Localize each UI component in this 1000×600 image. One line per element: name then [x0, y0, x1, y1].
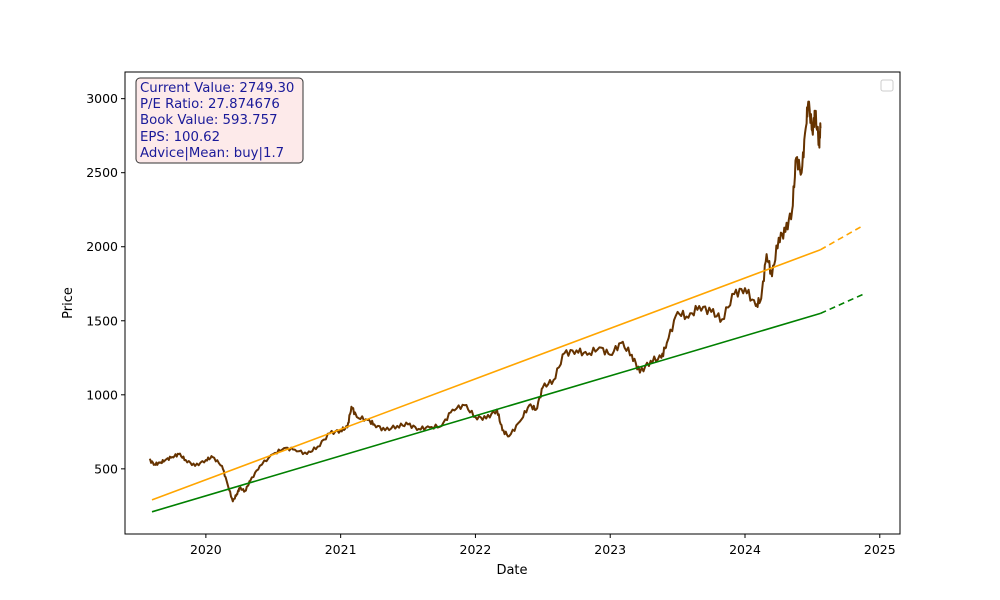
info-advice-mean: Advice|Mean: buy|1.7	[140, 146, 284, 161]
info-pe-ratio: P/E Ratio: 27.874676	[140, 97, 280, 112]
y-tick-label-4: 2500	[86, 165, 118, 180]
y-tick-label-1: 1000	[86, 387, 118, 402]
info-box: Current Value: 2749.30 P/E Ratio: 27.874…	[135, 77, 304, 164]
x-tick-label-5: 2025	[864, 542, 896, 557]
info-eps: EPS: 100.62	[140, 130, 220, 145]
info-book-value: Book Value: 593.757	[140, 113, 278, 128]
y-axis-label: Price	[61, 287, 76, 319]
legend-box	[880, 79, 894, 92]
x-tick-label-2: 2022	[460, 542, 492, 557]
info-box-background	[135, 77, 304, 164]
x-tick-label-1: 2021	[325, 542, 357, 557]
info-current-value: Current Value: 2749.30	[140, 81, 294, 96]
x-tick-label-4: 2024	[729, 542, 761, 557]
x-tick-label-0: 2020	[190, 542, 222, 557]
plot-frame	[124, 71, 901, 535]
x-axis-label: Date	[496, 563, 527, 578]
x-axis: 2020 2021 2022 2023 2024 2025	[190, 534, 896, 557]
y-tick-label-0: 500	[94, 461, 118, 476]
y-tick-label-5: 3000	[86, 91, 118, 106]
series-lower-projection	[820, 293, 864, 315]
x-tick-label-3: 2023	[594, 542, 626, 557]
y-tick-label-3: 2000	[86, 239, 118, 254]
y-tick-label-2: 1500	[86, 313, 118, 328]
series-upper-trend	[151, 248, 821, 501]
series-layer	[148, 100, 864, 513]
y-axis: 500 1000 1500 2000 2500 3000	[86, 91, 125, 476]
series-lower-trend	[151, 312, 821, 513]
series-upper-projection	[820, 224, 864, 251]
